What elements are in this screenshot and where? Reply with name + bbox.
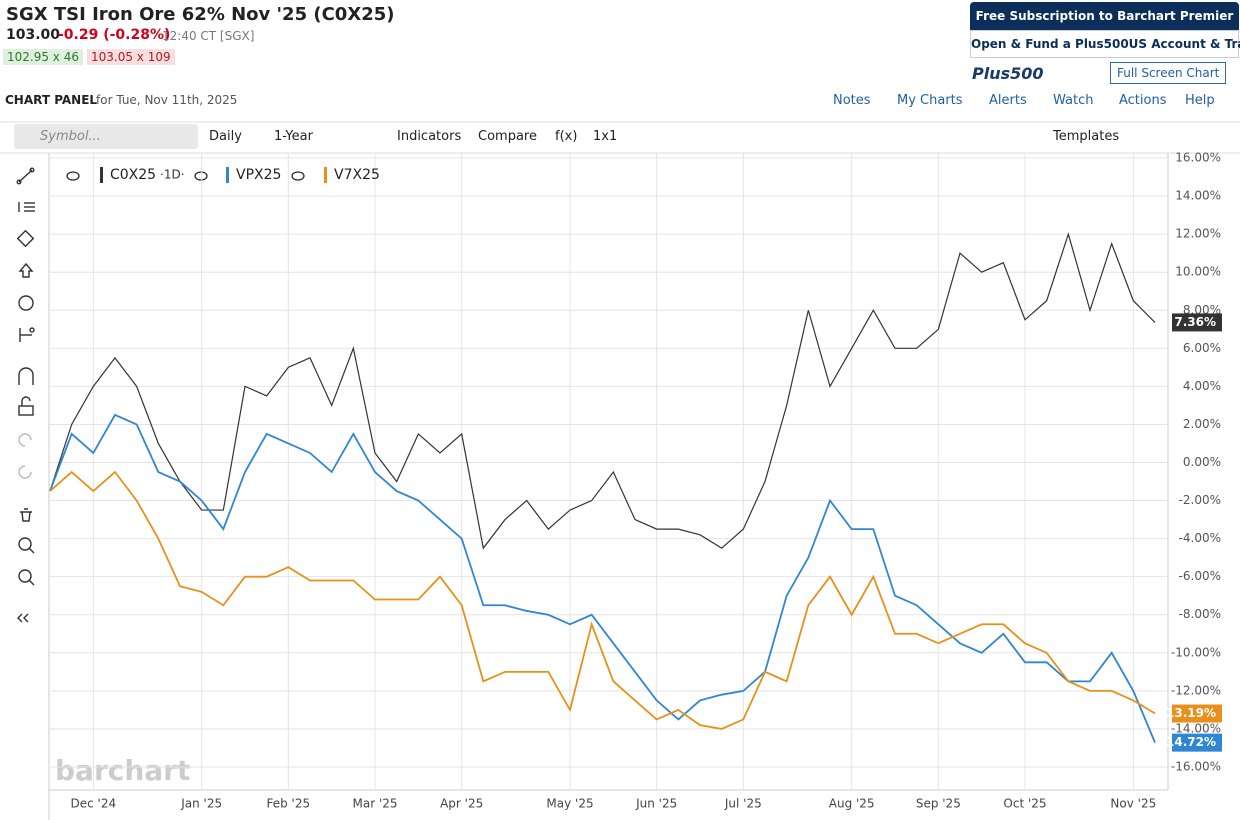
compare-button[interactable]: Compare <box>478 129 537 144</box>
y-tick-label: 16.00% <box>1175 151 1221 165</box>
y-tick-label: -12.00% <box>1171 683 1221 697</box>
watermark: barchart <box>55 754 190 787</box>
last-value-label: 7.36% <box>1174 315 1216 329</box>
y-tick-label: 8.00% <box>1183 303 1221 317</box>
change: -0.29 (-0.28%) <box>58 27 171 43</box>
actions-link[interactable]: Actions <box>1119 93 1167 108</box>
y-tick-label: -2.00% <box>1179 493 1221 507</box>
templates-button[interactable]: Templates <box>1053 129 1120 144</box>
y-tick-label: 6.00% <box>1183 341 1221 355</box>
line <box>49 470 1156 730</box>
x-tick-label: Oct '25 <box>1003 797 1046 811</box>
drawing-tools[interactable] <box>16 167 35 623</box>
ask: 103.05 x 109 <box>87 49 175 65</box>
legend-swatch <box>226 167 229 183</box>
y-tick-label: -10.00% <box>1171 645 1221 659</box>
x-tick-label: Dec '24 <box>71 797 117 811</box>
legend-swatch <box>100 167 103 183</box>
x-tick-label: Jan '25 <box>180 797 222 811</box>
last-value-label: -14.72% <box>1161 735 1216 749</box>
y-tick-label: -4.00% <box>1179 531 1221 545</box>
x-tick-label: Mar '25 <box>352 797 397 811</box>
x-tick-label: Nov '25 <box>1110 797 1156 811</box>
title: SGX TSI Iron Ore 62% Nov '25 (C0X25) <box>6 4 395 25</box>
y-tick-label: 14.00% <box>1175 189 1221 203</box>
x-tick-label: Apr '25 <box>440 797 483 811</box>
last-value-label: -13.19% <box>1161 706 1216 720</box>
period-select[interactable]: Daily <box>209 129 242 144</box>
y-tick-label: -8.00% <box>1179 607 1221 621</box>
my-charts-link[interactable]: My Charts <box>897 93 963 108</box>
fullscreen-button[interactable]: Full Screen Chart <box>1110 62 1227 84</box>
y-tick-label: 12.00% <box>1175 227 1221 241</box>
premium-button[interactable]: Free Subscription to Barchart Premier <box>970 2 1239 30</box>
interval: ·1D· <box>160 168 185 182</box>
brand: Plus500 <box>972 64 1044 83</box>
x-tick-label: Sep '25 <box>916 797 961 811</box>
symbol-placeholder: Symbol... <box>40 129 101 144</box>
x-tick-label: Aug '25 <box>829 797 875 811</box>
line <box>49 413 1156 743</box>
x-tick-label: Feb '25 <box>267 797 311 811</box>
legend-swatch <box>324 167 327 183</box>
y-tick-label: -6.00% <box>1179 569 1221 583</box>
symbol-search[interactable]: Symbol... <box>14 124 198 149</box>
last-value-badge <box>1172 704 1222 723</box>
x-tick-label: Jul '25 <box>724 797 762 811</box>
indicators-button[interactable]: Indicators <box>397 129 462 144</box>
y-tick-label: 2.00% <box>1183 417 1221 431</box>
notes-link[interactable]: Notes <box>833 93 871 108</box>
promo-link[interactable]: Open & Fund a Plus500US Account & Trade <box>970 30 1240 58</box>
legend-eyes[interactable] <box>66 171 305 181</box>
panel-label: CHART PANEL <box>5 93 98 107</box>
function-button[interactable]: f(x) <box>555 129 578 144</box>
y-tick-label: -16.00% <box>1171 759 1221 773</box>
help-link[interactable]: Help <box>1185 93 1215 108</box>
x-tick-label: Jun '25 <box>635 797 677 811</box>
range-select[interactable]: 1-Year <box>274 129 313 144</box>
time: 12:40 CT [SGX] <box>162 29 255 43</box>
layout-select[interactable]: 1x1 <box>593 129 618 144</box>
legend-label: V7X25 <box>334 167 380 183</box>
last-value-badge <box>1172 733 1222 752</box>
line <box>49 232 1156 550</box>
x-tick-label: May '25 <box>546 797 593 811</box>
legend-label: C0X25 <box>110 167 156 183</box>
alerts-link[interactable]: Alerts <box>989 93 1027 108</box>
watch-link[interactable]: Watch <box>1053 93 1094 108</box>
y-tick-label: 0.00% <box>1183 455 1221 469</box>
legend-label: VPX25 <box>236 167 281 183</box>
undo-redo[interactable] <box>18 433 32 479</box>
bid: 102.95 x 46 <box>3 49 83 65</box>
last-value-badge <box>1172 313 1222 332</box>
last-price: 103.00 <box>6 27 61 43</box>
y-tick-label: 10.00% <box>1175 265 1221 279</box>
panel-date: for Tue, Nov 11th, 2025 <box>96 93 238 107</box>
y-tick-label: 4.00% <box>1183 379 1221 393</box>
y-tick-label: -14.00% <box>1171 721 1221 735</box>
